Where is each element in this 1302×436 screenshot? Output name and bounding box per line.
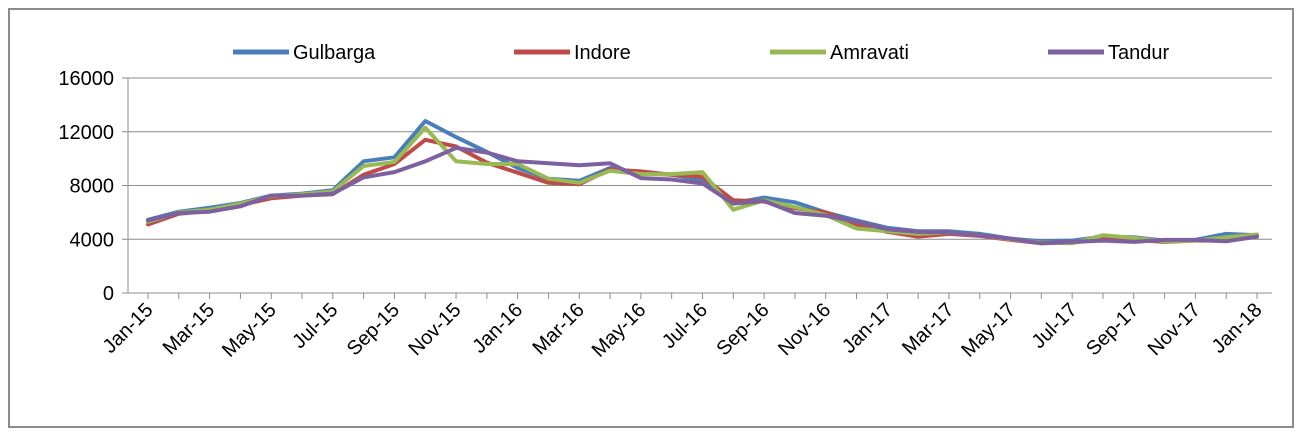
axes xyxy=(122,77,1272,299)
x-tick-label: Jul-17 xyxy=(1028,299,1082,353)
x-tick-label: Nov-17 xyxy=(1144,299,1205,360)
x-tick-label: Jul-15 xyxy=(288,299,342,353)
legend: Gulbarga Indore Amravati Tandur xyxy=(233,42,1169,64)
series-line-gulbarga xyxy=(146,119,1259,244)
x-tick-label: Nov-15 xyxy=(404,299,465,360)
legend-item-indore: Indore xyxy=(514,42,631,64)
series-lines xyxy=(146,119,1259,246)
x-tick-label: May-15 xyxy=(218,299,281,362)
gridlines xyxy=(128,77,1272,240)
y-tick-label: 8000 xyxy=(70,176,115,198)
legend-label: Tandur xyxy=(1108,42,1169,64)
x-tick-label: Sep-17 xyxy=(1082,299,1143,360)
x-tick-label: May-17 xyxy=(957,299,1020,362)
series-line-tandur xyxy=(146,145,1259,246)
x-tick-label: Jan-15 xyxy=(99,299,158,358)
y-tick-label: 4000 xyxy=(70,229,115,251)
x-tick-label: Jan-16 xyxy=(468,299,527,358)
y-tick-label: 12000 xyxy=(58,122,114,144)
x-tick-label: Jul-16 xyxy=(658,299,712,353)
legend-label: Indore xyxy=(574,42,631,64)
x-tick-label: Mar-15 xyxy=(159,299,219,359)
legend-label: Gulbarga xyxy=(293,42,376,64)
x-tick-label: Jan-17 xyxy=(838,299,897,358)
x-tick-label: Nov-16 xyxy=(774,299,835,360)
legend-item-tandur: Tandur xyxy=(1048,42,1169,64)
x-tick-label: May-16 xyxy=(588,299,651,362)
x-tick-label: Mar-17 xyxy=(898,299,958,359)
x-tick-label: Sep-15 xyxy=(343,299,404,360)
y-tick-label: 16000 xyxy=(58,68,114,90)
x-tick-label: Sep-16 xyxy=(712,299,773,360)
x-tick-label: Jan-18 xyxy=(1208,299,1267,358)
legend-item-gulbarga: Gulbarga xyxy=(233,42,376,64)
legend-label: Amravati xyxy=(830,42,909,64)
y-tick-label: 0 xyxy=(103,283,114,305)
legend-item-amravati: Amravati xyxy=(770,42,909,64)
x-tick-label: Mar-16 xyxy=(528,299,588,359)
